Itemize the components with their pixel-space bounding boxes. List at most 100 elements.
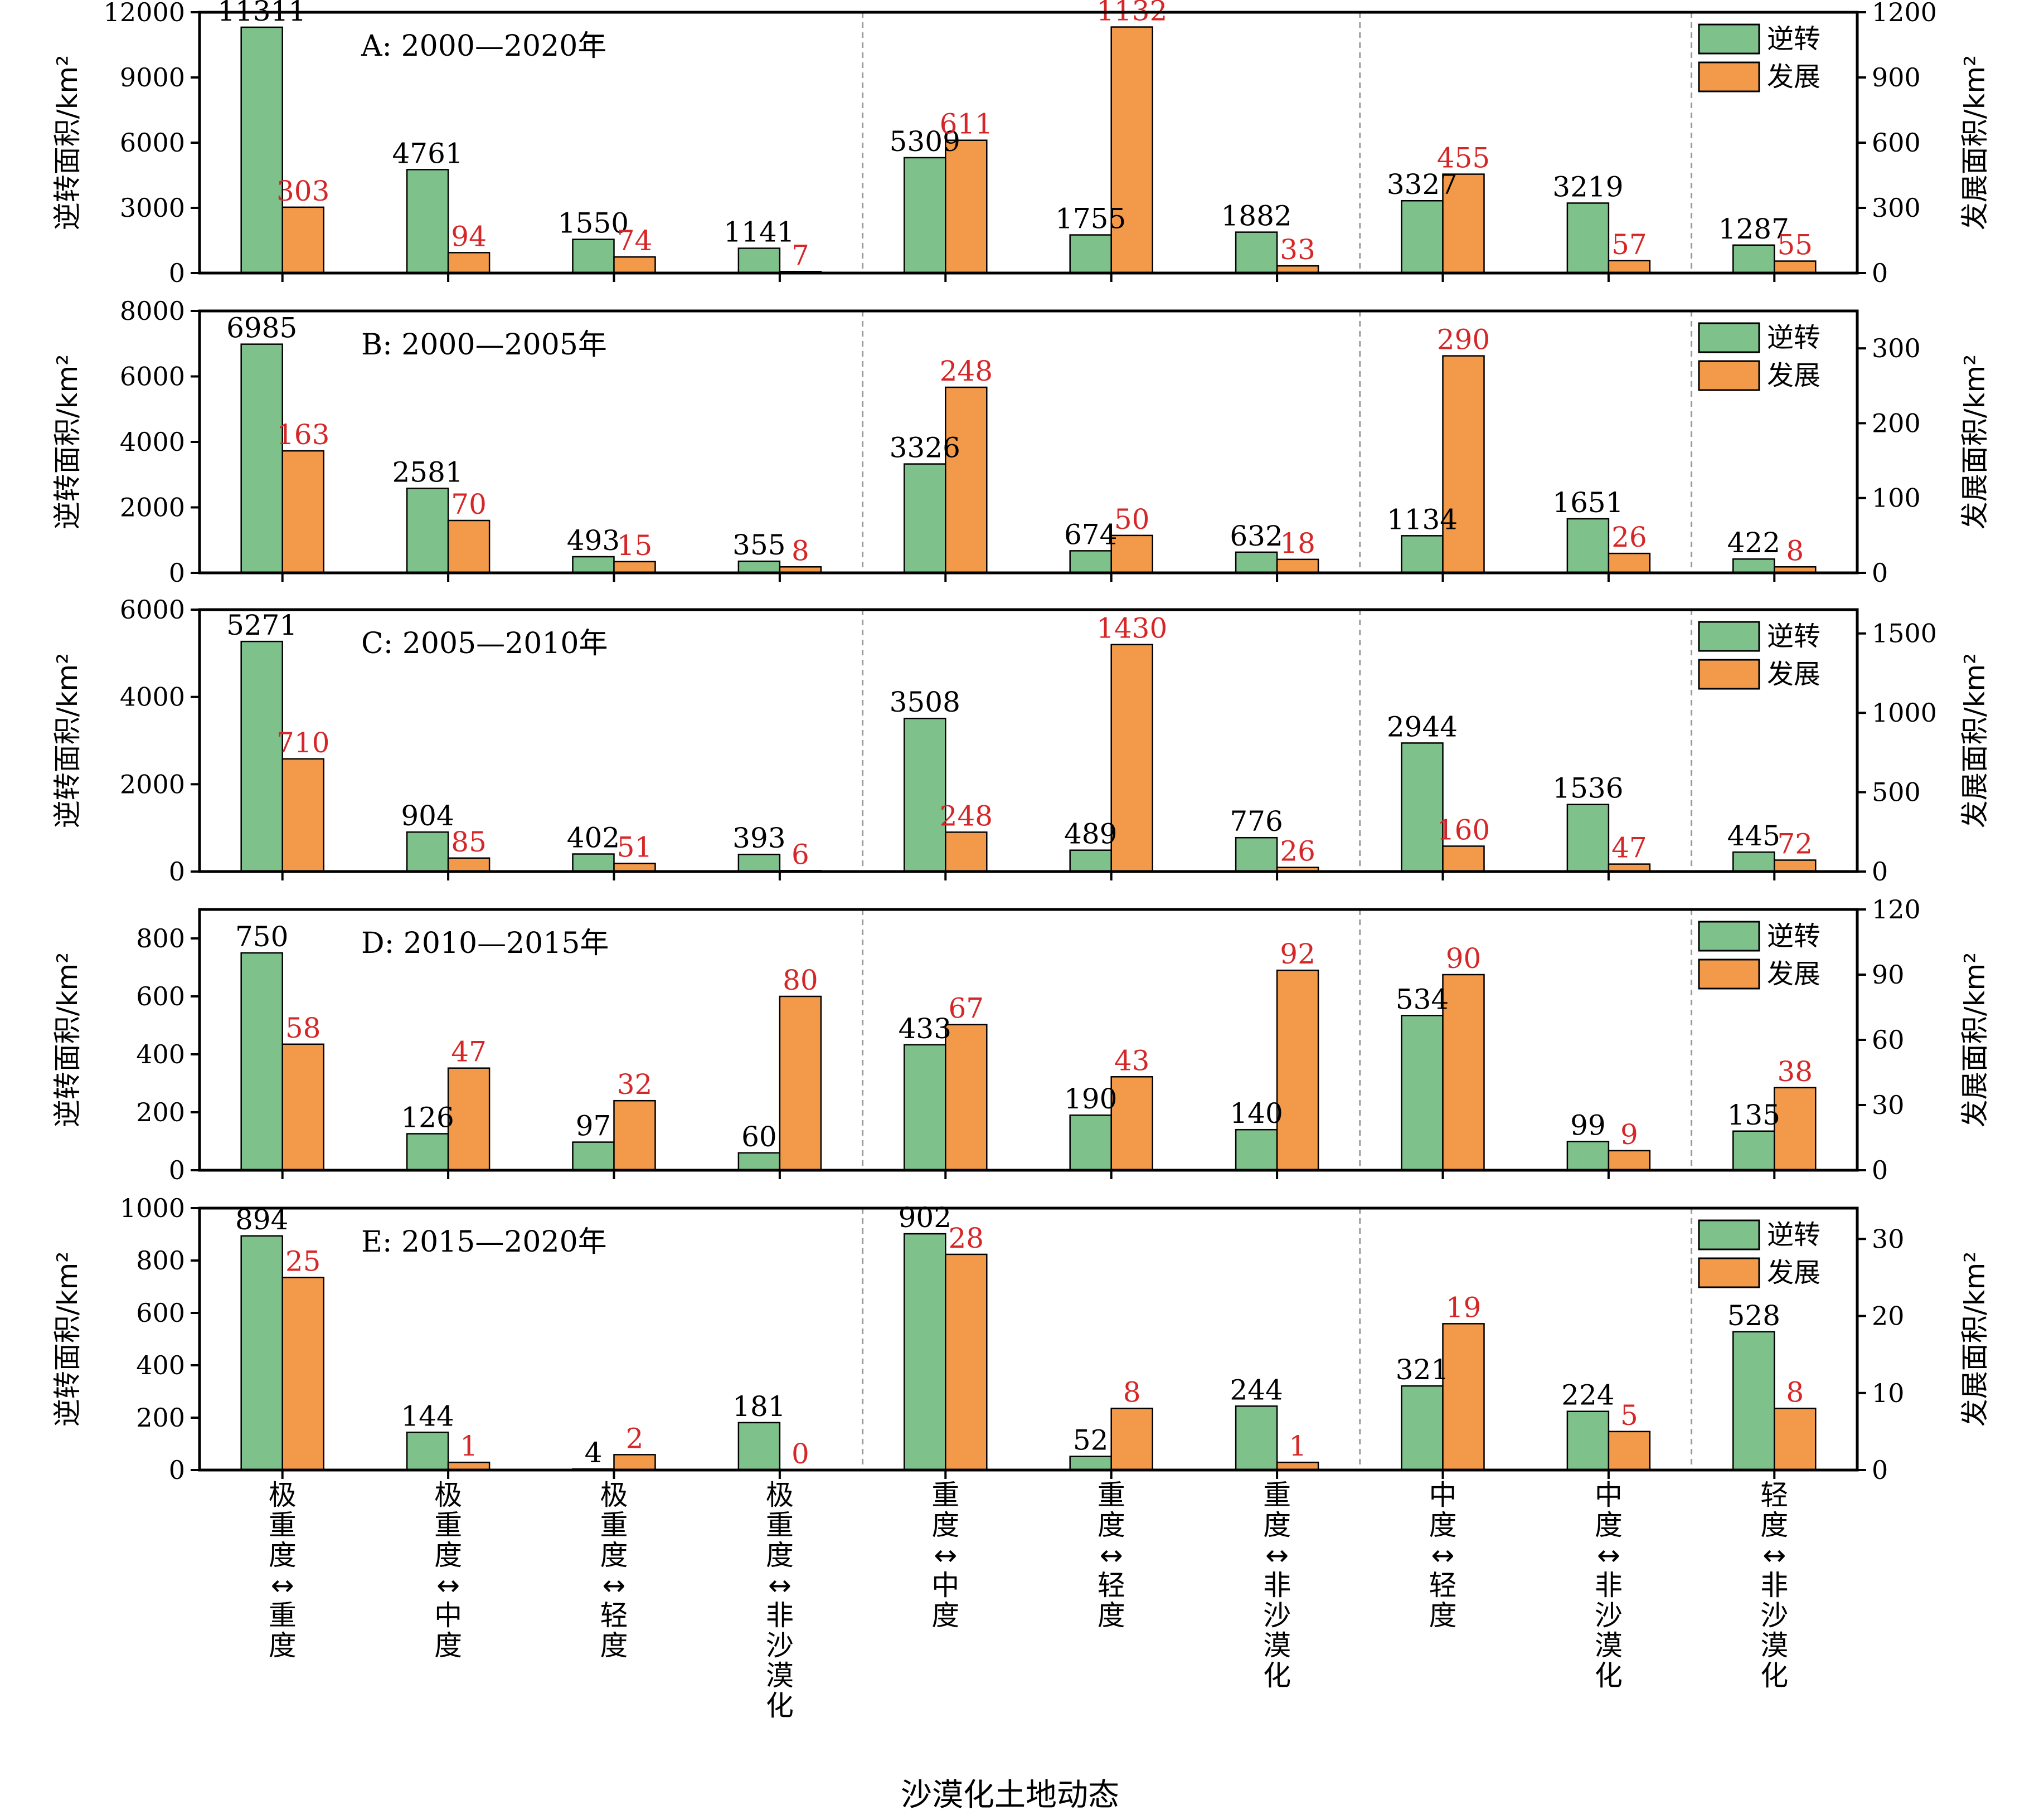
data-label-reversal: 1536: [1552, 772, 1623, 805]
panel-title: B: 2000—2005年: [361, 328, 607, 362]
bar-development: [945, 831, 988, 873]
legend-label-development: 发展: [1767, 1257, 1820, 1288]
data-label-development: 47: [1611, 832, 1647, 864]
bar-development: [447, 252, 491, 274]
bar-reversal: [1401, 742, 1444, 873]
bar-development: [447, 1067, 491, 1171]
bar-development: [1608, 260, 1651, 274]
y-tick-label-right: 0: [1872, 258, 1888, 288]
data-label-reversal: 534: [1396, 983, 1449, 1015]
y-tick-label-left: 8000: [120, 296, 185, 326]
data-label-reversal: 4761: [392, 137, 463, 169]
y-axis-label-right: 发展面积/km²: [1959, 354, 1991, 530]
y-tick-label-right: 200: [1872, 408, 1921, 438]
bar-reversal: [572, 239, 615, 274]
data-label-reversal: 355: [732, 529, 785, 561]
bar-development: [1276, 558, 1319, 574]
data-label-reversal: 5271: [226, 609, 297, 641]
data-label-development: 710: [276, 727, 329, 759]
data-label-reversal: 126: [401, 1101, 454, 1133]
bar-reversal: [1732, 244, 1775, 274]
y-tick-label-right: 500: [1872, 777, 1921, 807]
data-label-reversal: 97: [576, 1110, 611, 1142]
bar-reversal: [240, 952, 283, 1171]
y-axis-label-left: 逆转面积/km²: [51, 952, 84, 1128]
y-tick-label-left: 3000: [120, 193, 185, 223]
x-category-label: 轻度↔非沙漠化: [1760, 1479, 1788, 1692]
bar-development: [1110, 26, 1153, 274]
data-label-reversal: 776: [1230, 805, 1283, 838]
bar-development: [613, 561, 656, 574]
y-tick-label-right: 20: [1872, 1301, 1905, 1331]
y-tick-label-right: 1200: [1872, 0, 1937, 27]
data-label-development: 57: [1611, 228, 1647, 261]
data-label-development: 1430: [1096, 612, 1167, 645]
data-label-reversal: 1882: [1221, 200, 1291, 232]
data-label-development: 43: [1114, 1044, 1150, 1077]
bar-reversal: [737, 247, 781, 274]
bar-reversal: [572, 853, 615, 873]
bar-development: [1608, 552, 1651, 574]
data-label-development: 8: [1786, 534, 1804, 567]
y-tick-label-left: 800: [136, 1245, 185, 1276]
bar-reversal: [1069, 1114, 1112, 1171]
y-tick-label-right: 60: [1872, 1025, 1905, 1055]
bar-development: [1442, 355, 1485, 574]
bar-development: [613, 1454, 656, 1471]
bar-development: [447, 519, 491, 574]
legend-swatch-development: [1698, 360, 1760, 391]
data-label-reversal: 3326: [890, 432, 960, 464]
data-label-development: 58: [285, 1012, 321, 1044]
bar-reversal: [737, 853, 781, 873]
data-label-reversal: 224: [1561, 1379, 1614, 1412]
bar-reversal: [240, 343, 283, 574]
y-tick-label-right: 1000: [1872, 698, 1937, 728]
y-tick-label-left: 0: [169, 1455, 185, 1485]
chart-panel: 7505812647973260804336719043140925349099…: [51, 894, 1991, 1185]
bar-development: [945, 139, 988, 274]
data-label-development: 303: [276, 175, 329, 207]
data-label-reversal: 3508: [890, 686, 960, 718]
y-tick-label-left: 4000: [120, 427, 185, 457]
bar-reversal: [1069, 1456, 1112, 1471]
y-tick-label-right: 0: [1872, 1455, 1888, 1485]
bar-reversal: [1235, 1128, 1278, 1171]
data-label-development: 70: [451, 488, 487, 520]
data-label-development: 0: [792, 1438, 809, 1470]
data-label-development: 248: [940, 355, 993, 387]
bar-development: [1442, 974, 1485, 1171]
bar-development: [447, 857, 491, 873]
y-tick-label-left: 6000: [120, 595, 185, 625]
data-label-development: 18: [1280, 527, 1315, 559]
y-tick-label-right: 300: [1872, 193, 1921, 223]
legend-label-reversal: 逆转: [1767, 1219, 1820, 1250]
data-label-development: 5: [1620, 1399, 1638, 1432]
legend-swatch-reversal: [1698, 621, 1760, 652]
y-tick-label-left: 2000: [120, 769, 185, 799]
data-label-development: 55: [1777, 229, 1813, 261]
data-label-development: 611: [940, 108, 993, 140]
data-label-reversal: 190: [1064, 1083, 1117, 1115]
data-label-reversal: 52: [1073, 1424, 1109, 1457]
bar-reversal: [1401, 199, 1444, 274]
panel-title: A: 2000—2020年: [361, 30, 606, 63]
bar-development: [1110, 534, 1153, 574]
data-label-development: 290: [1437, 324, 1490, 356]
y-tick-label-left: 0: [169, 857, 185, 887]
legend-label-development: 发展: [1767, 61, 1820, 93]
data-label-development: 8: [1786, 1376, 1804, 1408]
bar-reversal: [904, 1233, 946, 1471]
x-category-label: 极重度↔非沙漠化: [766, 1479, 794, 1722]
y-tick-label-left: 0: [169, 558, 185, 588]
data-label-development: 80: [783, 964, 818, 996]
bar-development: [1774, 1087, 1817, 1171]
y-tick-label-left: 1000: [120, 1193, 185, 1223]
legend-label-reversal: 逆转: [1767, 23, 1820, 55]
y-tick-label-left: 12000: [104, 0, 185, 27]
data-label-development: 6: [792, 838, 809, 870]
bar-reversal: [406, 1133, 449, 1171]
data-label-reversal: 321: [1396, 1354, 1449, 1386]
